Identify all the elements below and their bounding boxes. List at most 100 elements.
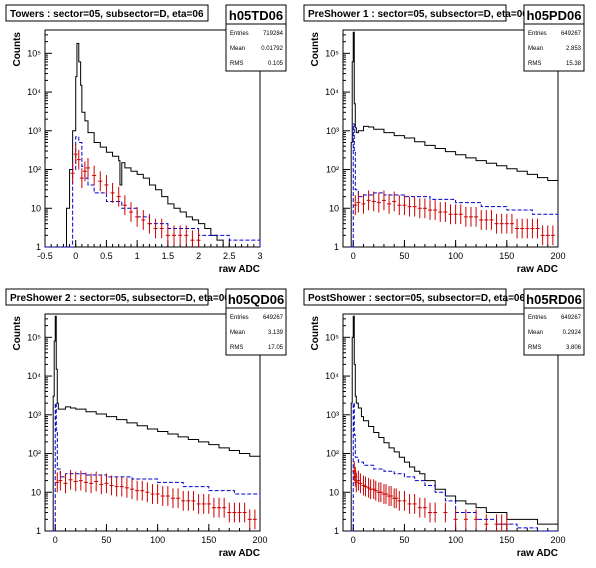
- y-tick-label: 10⁴: [27, 87, 41, 97]
- x-tick-label: 100: [150, 535, 165, 545]
- y-tick-label: 10⁵: [27, 332, 41, 342]
- x-axis-label: raw ADC: [219, 264, 260, 275]
- y-tick-label: 10⁴: [27, 371, 41, 381]
- series-errors: [353, 190, 555, 246]
- stat-label: RMS: [230, 61, 243, 67]
- stats-box-frame: [523, 288, 585, 356]
- stat-label: Mean: [230, 46, 245, 52]
- title-box: PostShower : sector=05, subsector=D, eta…: [303, 288, 525, 306]
- title-box: PreShower 2 : sector=05, subsector=D, et…: [5, 288, 230, 306]
- x-tick-label: 0: [53, 535, 58, 545]
- x-tick-label: 50: [399, 251, 409, 261]
- stat-value: 0.105: [268, 61, 284, 67]
- y-tick-label: 10⁴: [325, 371, 339, 381]
- stat-value: 3.806: [566, 345, 582, 351]
- y-axis-label: Counts: [310, 316, 321, 351]
- stat-value: 0.01792: [261, 46, 283, 52]
- y-tick-label: 1: [36, 526, 41, 536]
- x-tick-label: 50: [399, 535, 409, 545]
- panel-title: PostShower : sector=05, subsector=D, eta…: [308, 293, 525, 304]
- title-box-frame: [5, 288, 209, 306]
- x-axis-label: raw ADC: [517, 548, 558, 559]
- stat-value: 649267: [561, 315, 582, 321]
- title-box: Towers : sector=05, subsector=D, eta=06: [5, 4, 209, 22]
- x-tick-label: -0.5: [37, 251, 53, 261]
- stat-label: Entries: [230, 31, 249, 37]
- y-tick-label: 10⁵: [325, 48, 339, 58]
- plot-frame: [44, 29, 261, 248]
- chart-panel-1: Towers : sector=05, subsector=D, eta=06 h…: [5, 4, 287, 275]
- stat-label: Mean: [528, 330, 543, 336]
- x-tick-label: 100: [448, 535, 463, 545]
- histogram-name: h05RD06: [526, 292, 582, 307]
- y-tick-label: 10⁵: [27, 48, 41, 58]
- x-tick-label: 200: [550, 535, 565, 545]
- title-box-frame: [303, 288, 507, 306]
- histogram-name: h05TD06: [229, 8, 283, 23]
- stat-value: 3.139: [268, 330, 284, 336]
- stats-box: h05RD06 Entries 649267 Mean 0.2924 RMS 3.806: [523, 288, 585, 356]
- y-tick-label: 10²: [326, 449, 339, 459]
- stat-value: 17.05: [268, 345, 284, 351]
- x-tick-label: 0: [351, 251, 356, 261]
- title-box-frame: [5, 4, 209, 22]
- x-tick-label: 1: [135, 251, 140, 261]
- title-box-frame: [303, 4, 507, 22]
- stat-value: 719284: [263, 31, 284, 37]
- y-axis-label: Counts: [310, 32, 321, 67]
- y-axis-label: Counts: [12, 316, 23, 351]
- stats-box-frame: [523, 4, 585, 72]
- stat-label: Mean: [230, 330, 245, 336]
- plot-frame: [342, 29, 559, 248]
- series-errors: [352, 461, 509, 531]
- x-tick-label: 2: [196, 251, 201, 261]
- histogram-name: h05QD06: [228, 292, 284, 307]
- stat-label: Entries: [528, 315, 547, 321]
- histogram-name: h05PD06: [527, 8, 582, 23]
- x-tick-label: 2.5: [223, 251, 236, 261]
- stat-label: Entries: [528, 31, 547, 37]
- chart-panel-3: PreShower 2 : sector=05, subsector=D, et…: [5, 288, 287, 559]
- y-axis-label: Counts: [12, 32, 23, 67]
- series-solid-line: [343, 31, 559, 248]
- series-solid-line: [343, 315, 559, 532]
- stat-label: RMS: [528, 61, 541, 67]
- x-tick-label: 200: [550, 251, 565, 261]
- chart-panel-2: PreShower 1 : sector=05, subsector=D, et…: [303, 4, 585, 275]
- panel-title: Towers : sector=05, subsector=D, eta=06: [10, 9, 204, 20]
- x-tick-label: 0.5: [100, 251, 113, 261]
- x-axis-label: raw ADC: [219, 548, 260, 559]
- y-tick-label: 10: [329, 487, 339, 497]
- stat-label: RMS: [230, 345, 243, 351]
- x-tick-label: 3: [257, 251, 262, 261]
- y-tick-label: 10³: [28, 410, 41, 420]
- x-tick-label: 100: [448, 251, 463, 261]
- series-solid-line: [45, 315, 261, 532]
- y-tick-label: 1: [334, 242, 339, 252]
- y-tick-label: 10²: [28, 449, 41, 459]
- stat-value: 649267: [263, 315, 284, 321]
- stat-label: Entries: [230, 315, 249, 321]
- series-solid-line: [45, 42, 260, 248]
- stats-box-frame: [225, 4, 287, 72]
- title-box: PreShower 1 : sector=05, subsector=D, et…: [303, 4, 528, 22]
- plot-frame: [342, 313, 559, 532]
- y-tick-label: 10: [31, 487, 41, 497]
- x-tick-label: 1.5: [162, 251, 175, 261]
- stat-value: 15.38: [566, 61, 582, 67]
- y-tick-label: 10³: [28, 126, 41, 136]
- y-tick-label: 10⁵: [325, 332, 339, 342]
- series-dashed-line: [350, 402, 558, 532]
- panel-title: PreShower 2 : sector=05, subsector=D, et…: [10, 293, 230, 304]
- stat-label: RMS: [528, 345, 541, 351]
- stat-value: 0.2924: [563, 330, 582, 336]
- y-tick-label: 10²: [326, 165, 339, 175]
- stats-box: h05QD06 Entries 649267 Mean 3.139 RMS 17.05: [225, 288, 287, 356]
- y-tick-label: 10: [329, 203, 339, 213]
- x-tick-label: 0: [351, 535, 356, 545]
- y-tick-label: 1: [36, 242, 41, 252]
- x-tick-label: 150: [499, 251, 514, 261]
- plot-frame: [44, 313, 261, 532]
- stats-box-frame: [225, 288, 287, 356]
